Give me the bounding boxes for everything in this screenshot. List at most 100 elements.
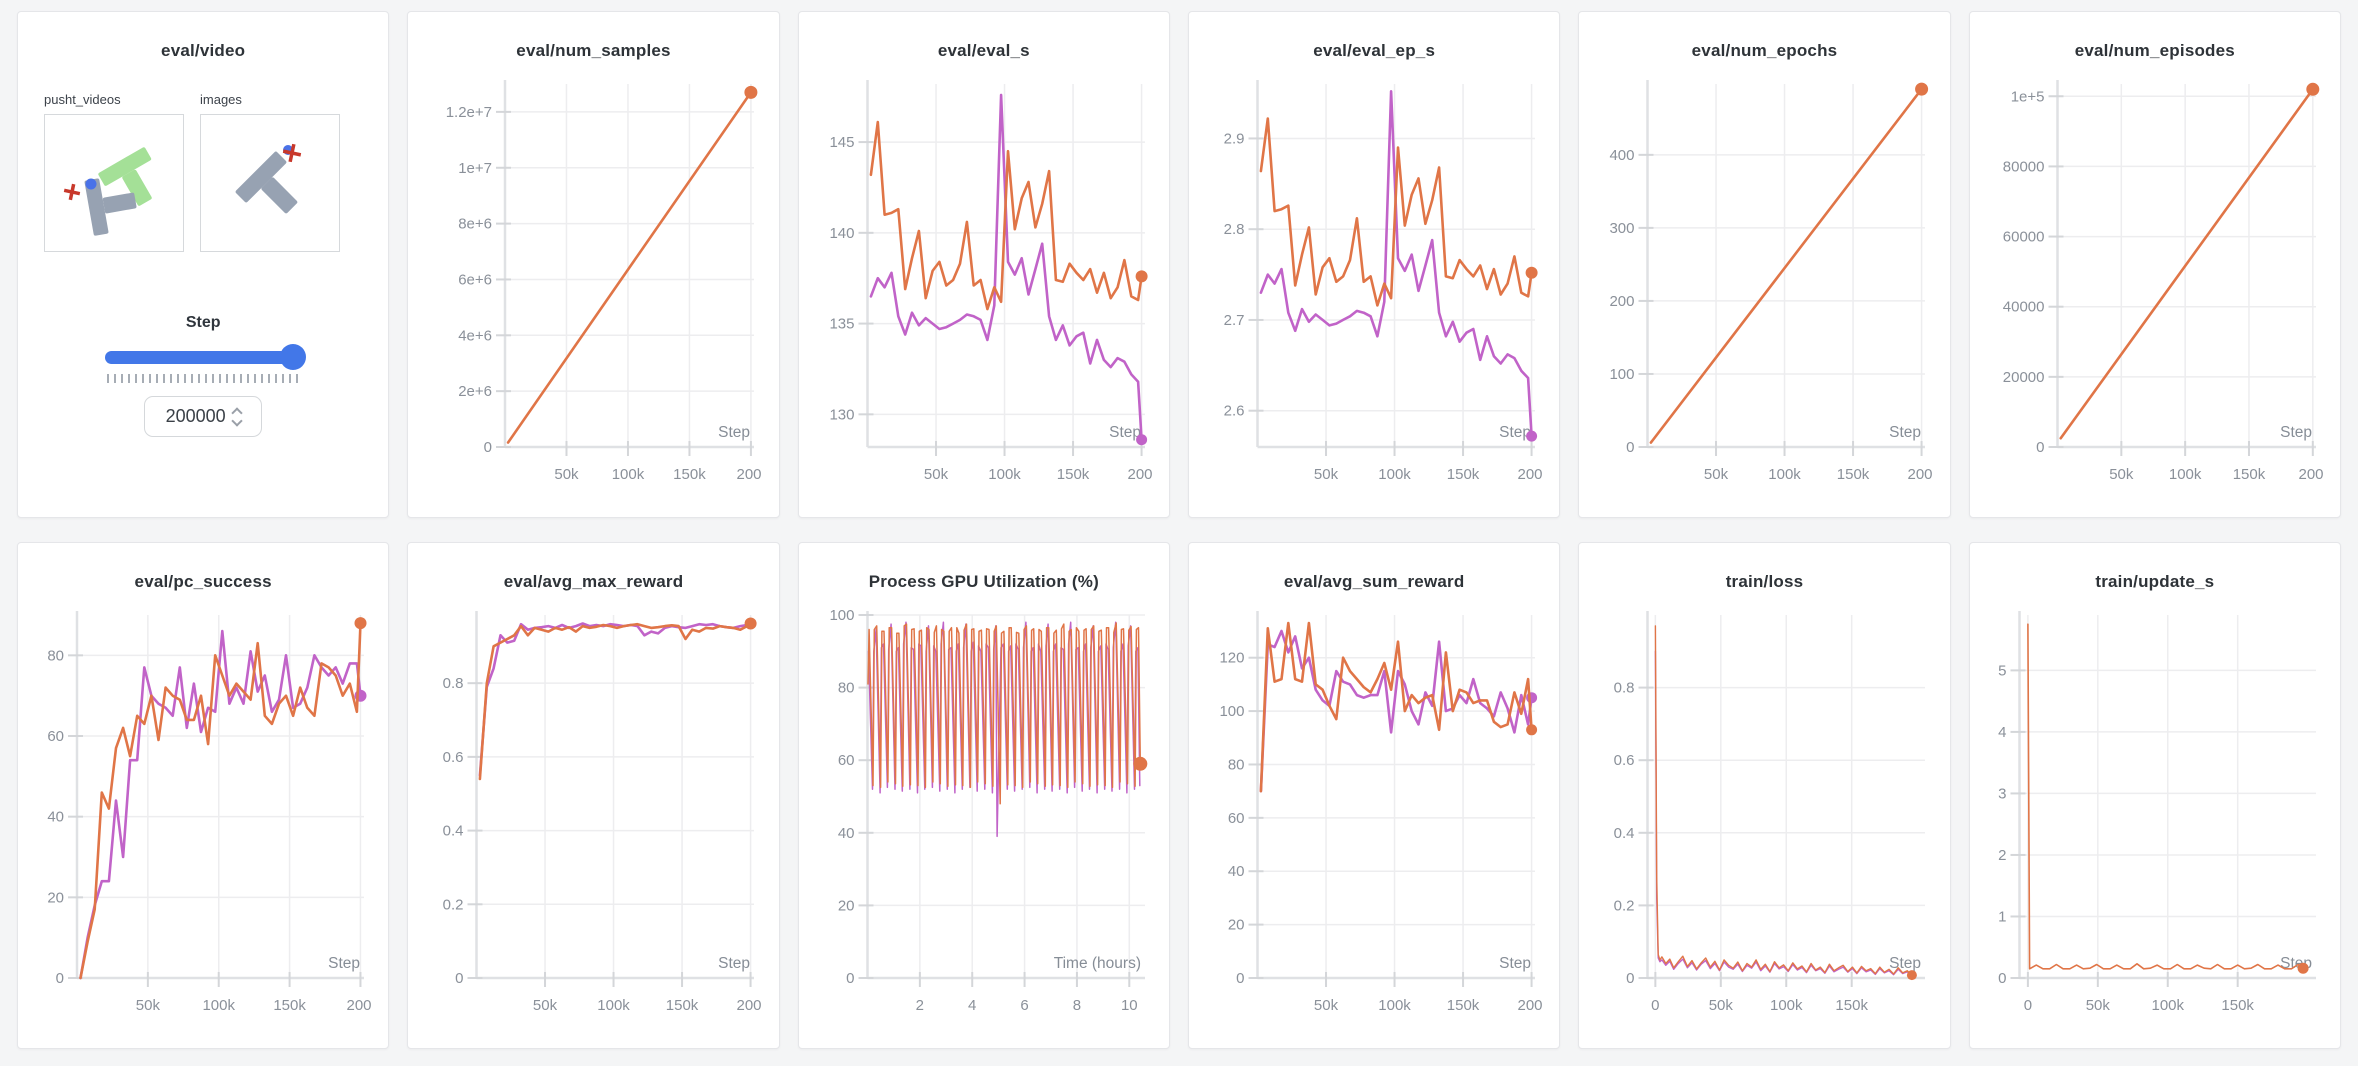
svg-text:4: 4 bbox=[968, 997, 976, 1014]
pusht-scene-icon bbox=[235, 143, 302, 214]
svg-text:2.9: 2.9 bbox=[1224, 130, 1245, 147]
svg-text:150k: 150k bbox=[666, 997, 699, 1014]
svg-text:200: 200 bbox=[2298, 466, 2323, 483]
svg-text:50k: 50k bbox=[924, 466, 949, 483]
svg-text:2e+6: 2e+6 bbox=[459, 383, 493, 400]
panel-eval-eval-s: eval/eval_s 130 135 140 145 50k 100k 150k 200 St… bbox=[797, 11, 1170, 518]
stepper-spinner bbox=[231, 406, 243, 427]
chart-canvas[interactable]: 130 135 140 145 50k 100k 150k 200 Step bbox=[813, 70, 1155, 509]
svg-text:1e+7: 1e+7 bbox=[459, 160, 493, 177]
svg-text:50k: 50k bbox=[1314, 466, 1339, 483]
svg-text:150k: 150k bbox=[674, 466, 707, 483]
svg-text:60: 60 bbox=[47, 728, 64, 745]
svg-text:100k: 100k bbox=[598, 997, 631, 1014]
svg-text:100k: 100k bbox=[1769, 466, 1802, 483]
chart-eval-pc-success[interactable]: 0 20 40 60 80 50k 100k 150k 200 Step bbox=[32, 601, 374, 1040]
spinner-down-icon[interactable] bbox=[231, 414, 243, 427]
chart-canvas[interactable]: 2.6 2.7 2.8 2.9 50k 100k 150k 200 Step bbox=[1203, 70, 1545, 509]
svg-text:0: 0 bbox=[1652, 997, 1660, 1014]
chart-canvas[interactable]: 0 2e+6 4e+6 6e+6 8e+6 1e+7 1.2e+7 50k 100k 150k 20… bbox=[422, 70, 764, 509]
chart-canvas[interactable]: 0 100 200 300 400 50k 100k 150k 200 Step bbox=[1593, 70, 1935, 509]
svg-text:150k: 150k bbox=[273, 997, 306, 1014]
chart-eval-num-epochs[interactable]: 0 100 200 300 400 50k 100k 150k 200 Step bbox=[1593, 70, 1935, 509]
chart-canvas[interactable]: 0 20 40 60 80 100 2 4 6 8 10 Time (hours) bbox=[813, 601, 1155, 1040]
svg-text:2.6: 2.6 bbox=[1224, 403, 1245, 420]
svg-text:0.8: 0.8 bbox=[1614, 680, 1635, 697]
svg-text:400: 400 bbox=[1610, 147, 1635, 164]
video-thumbnail-pusht[interactable] bbox=[44, 114, 184, 252]
svg-text:2: 2 bbox=[915, 997, 923, 1014]
media-label: pusht_videos bbox=[44, 92, 121, 107]
panel-process-gpu-utilization: Process GPU Utilization (%) 0 20 40 60 80 100… bbox=[797, 542, 1170, 1049]
svg-text:60: 60 bbox=[1228, 810, 1245, 827]
x-axis-label: Step bbox=[1889, 955, 1921, 972]
svg-text:0.4: 0.4 bbox=[1614, 825, 1635, 842]
svg-text:150k: 150k bbox=[2232, 466, 2265, 483]
slider-thumb[interactable] bbox=[280, 344, 307, 370]
chart-eval-eval-s[interactable]: 130 135 140 145 50k 100k 150k 200 Step bbox=[813, 70, 1155, 509]
chart-eval-avg-sum-reward[interactable]: 0 20 40 60 80 100 120 50k 100k 150k 200 Step bbox=[1203, 601, 1545, 1040]
svg-text:200: 200 bbox=[737, 997, 762, 1014]
x-axis-label: Step bbox=[2280, 424, 2312, 441]
svg-text:0.2: 0.2 bbox=[1614, 897, 1635, 914]
svg-text:200: 200 bbox=[1517, 466, 1542, 483]
svg-text:2.8: 2.8 bbox=[1224, 221, 1245, 238]
svg-text:0: 0 bbox=[1998, 970, 2006, 987]
chart-eval-num-episodes[interactable]: 0 20000 40000 60000 80000 1e+5 50k 100k 150k 200 S… bbox=[1984, 70, 2326, 509]
svg-text:200: 200 bbox=[1610, 293, 1635, 310]
svg-text:145: 145 bbox=[829, 134, 854, 151]
chart-process-gpu-utilization[interactable]: 0 20 40 60 80 100 2 4 6 8 10 Time (hours) bbox=[813, 601, 1155, 1040]
panel-title: Process GPU Utilization (%) bbox=[868, 572, 1099, 591]
panel-title: eval/pc_success bbox=[134, 572, 272, 591]
svg-text:4e+6: 4e+6 bbox=[459, 327, 493, 344]
svg-text:100k: 100k bbox=[988, 466, 1021, 483]
svg-text:50k: 50k bbox=[1704, 466, 1729, 483]
video-thumbnail-images[interactable] bbox=[200, 114, 340, 252]
panel-title: train/loss bbox=[1725, 572, 1804, 591]
svg-text:0: 0 bbox=[1236, 970, 1244, 987]
svg-text:0.4: 0.4 bbox=[443, 823, 464, 840]
step-slider[interactable] bbox=[105, 344, 307, 370]
panel-train-loss: train/loss 0 0.2 0.4 0.6 0.8 0 50k 100k 150k Step bbox=[1578, 542, 1951, 1049]
step-input-value[interactable]: 200000 bbox=[165, 406, 226, 426]
svg-text:200: 200 bbox=[1127, 466, 1152, 483]
svg-text:200: 200 bbox=[1517, 997, 1542, 1014]
panel-title: eval/eval_s bbox=[937, 41, 1030, 60]
slider-track[interactable] bbox=[105, 351, 302, 364]
panel-eval-num-episodes: eval/num_episodes 0 20000 40000 60000 80000 1… bbox=[1968, 11, 2341, 518]
chart-canvas[interactable]: 0 0.2 0.4 0.6 0.8 0 50k 100k 150k Step bbox=[1593, 601, 1935, 1040]
svg-text:100k: 100k bbox=[1770, 997, 1803, 1014]
svg-text:40: 40 bbox=[1228, 863, 1245, 880]
chart-canvas[interactable]: 0 20000 40000 60000 80000 1e+5 50k 100k 150k 200 S… bbox=[1984, 70, 2326, 509]
svg-text:6e+6: 6e+6 bbox=[459, 271, 493, 288]
svg-text:4: 4 bbox=[1998, 724, 2006, 741]
panel-title: eval/num_episodes bbox=[2074, 41, 2235, 60]
chart-canvas[interactable]: 0 0.2 0.4 0.6 0.8 50k 100k 150k 200 Step bbox=[422, 601, 764, 1040]
svg-text:1: 1 bbox=[1998, 908, 2006, 925]
svg-text:100k: 100k bbox=[2151, 997, 2184, 1014]
panel-eval-avg-max-reward: eval/avg_max_reward 0 0.2 0.4 0.6 0.8 50k 100k… bbox=[407, 542, 780, 1049]
svg-text:100k: 100k bbox=[2169, 466, 2202, 483]
x-axis-label: Step bbox=[1889, 424, 1921, 441]
chart-train-update-s[interactable]: 0 1 2 3 4 5 0 50k 100k 150k Step bbox=[1984, 601, 2326, 1040]
x-axis-label: Step bbox=[718, 424, 750, 441]
slider-ruler bbox=[107, 374, 300, 383]
x-axis-label: Step bbox=[1109, 424, 1141, 441]
chart-canvas[interactable]: 0 20 40 60 80 50k 100k 150k 200 Step bbox=[32, 601, 374, 1040]
svg-text:8: 8 bbox=[1072, 997, 1080, 1014]
step-input[interactable]: 200000 bbox=[144, 396, 263, 437]
media-row: pusht_videos bbox=[40, 92, 366, 252]
svg-text:140: 140 bbox=[829, 225, 854, 242]
chart-eval-num-samples[interactable]: 0 2e+6 4e+6 6e+6 8e+6 1e+7 1.2e+7 50k 100k 150k 20… bbox=[422, 70, 764, 509]
chart-train-loss[interactable]: 0 0.2 0.4 0.6 0.8 0 50k 100k 150k Step bbox=[1593, 601, 1935, 1040]
chart-canvas[interactable]: 0 20 40 60 80 100 120 50k 100k 150k 200 Step bbox=[1203, 601, 1545, 1040]
svg-text:50k: 50k bbox=[1314, 997, 1339, 1014]
pusht-scene-icon bbox=[63, 147, 152, 236]
svg-text:130: 130 bbox=[829, 406, 854, 423]
svg-text:200: 200 bbox=[346, 997, 371, 1014]
chart-eval-avg-max-reward[interactable]: 0 0.2 0.4 0.6 0.8 50k 100k 150k 200 Step bbox=[422, 601, 764, 1040]
chart-eval-eval-ep-s[interactable]: 2.6 2.7 2.8 2.9 50k 100k 150k 200 Step bbox=[1203, 70, 1545, 509]
svg-text:1.2e+7: 1.2e+7 bbox=[446, 104, 492, 121]
svg-text:100k: 100k bbox=[1378, 997, 1411, 1014]
